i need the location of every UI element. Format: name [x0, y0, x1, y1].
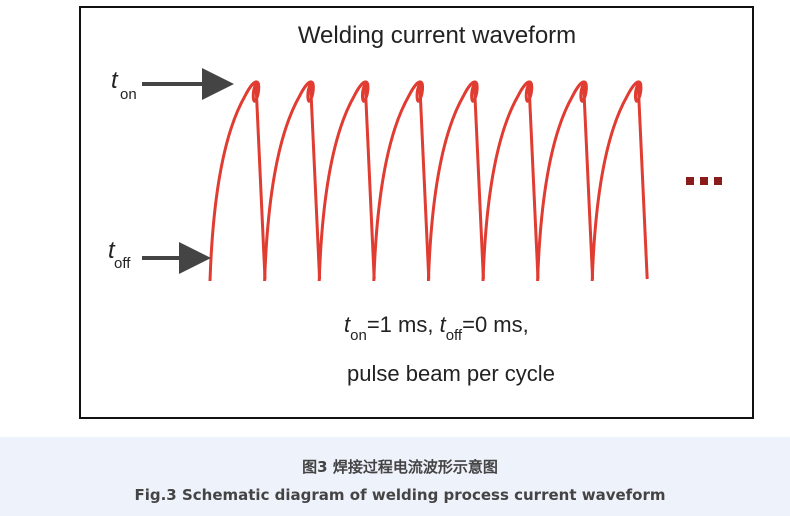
params-line: ton=1 ms, toff=0 ms,	[344, 312, 529, 344]
caption-chinese: 图3 焊接过程电流波形示意图	[302, 458, 498, 476]
t-off-label: t	[108, 237, 116, 264]
param-text: off	[446, 327, 463, 344]
frame	[79, 6, 754, 419]
params-line-2: pulse beam per cycle	[347, 361, 555, 386]
diagram-title: Welding current waveform	[298, 22, 576, 49]
param-text: =0 ms,	[462, 312, 529, 337]
caption-box	[0, 437, 790, 516]
param-text: t	[440, 312, 447, 337]
t-on-label: t	[111, 67, 119, 94]
t-on-subscript: on	[120, 86, 137, 103]
param-text: on	[350, 327, 367, 344]
t-off-subscript: off	[114, 255, 131, 272]
param-text: t	[344, 312, 351, 337]
caption-english: Fig.3 Schematic diagram of welding proce…	[134, 486, 665, 504]
param-text: =1 ms,	[367, 312, 440, 337]
ellipsis	[686, 177, 722, 185]
